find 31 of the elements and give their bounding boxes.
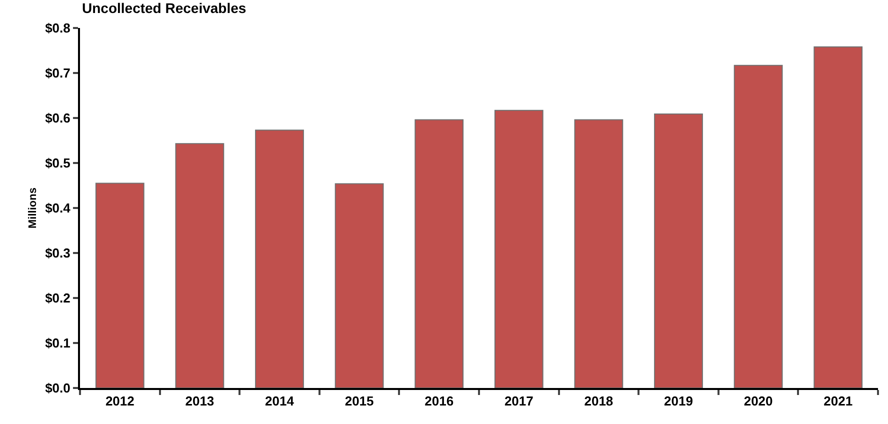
y-tick-label: $0.7: [45, 66, 70, 81]
bar: [175, 143, 224, 388]
bar: [814, 46, 863, 388]
bar: [414, 119, 464, 388]
bar: [574, 119, 624, 388]
y-tick-label: $0.5: [45, 156, 70, 171]
bar: [334, 183, 384, 388]
x-tick-label: 2015: [344, 394, 374, 409]
y-tick-label: $0.3: [45, 246, 70, 261]
x-tick-label: 2018: [584, 394, 614, 409]
y-tick-label: $0.1: [45, 336, 70, 351]
y-axis-title: Millions: [27, 188, 40, 228]
x-tick-label: 2016: [424, 394, 454, 409]
x-tick-label: 2019: [664, 394, 693, 409]
x-tick-label: 2012: [105, 394, 134, 409]
y-tick-label: $0.8: [45, 20, 70, 36]
y-tick-label: $0.2: [45, 290, 70, 306]
x-tick-label: 2021: [824, 394, 853, 409]
bar: [654, 113, 703, 388]
x-tick-label: 2013: [185, 394, 214, 409]
chart-title: Uncollected Receivables: [82, 0, 246, 16]
y-tick-label: $0.4: [45, 200, 72, 216]
bar: [734, 64, 783, 388]
bar: [255, 130, 304, 388]
y-tick-label: $0.0: [45, 380, 70, 396]
bar: [95, 182, 144, 388]
x-tick-label: 2014: [265, 394, 295, 409]
x-tick-label: 2017: [504, 394, 534, 409]
bar: [494, 110, 544, 388]
x-tick-label: 2020: [744, 394, 773, 409]
y-tick-label: $0.6: [45, 110, 70, 126]
